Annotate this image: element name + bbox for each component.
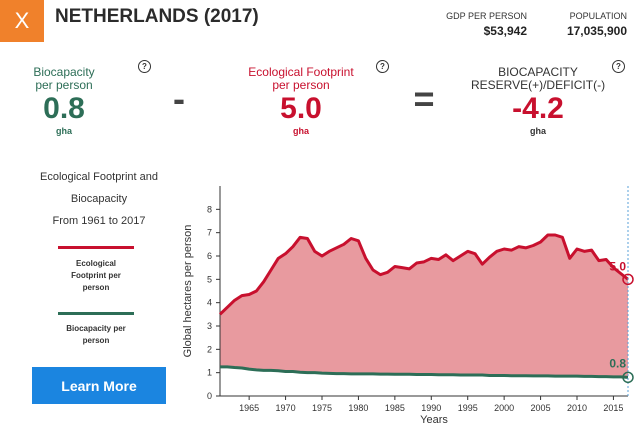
biocapacity-label-line2: per person [35, 78, 93, 92]
legend-biocapacity-line1: Biocapacity per [66, 324, 126, 333]
biocapacity-value: 0.8 [43, 92, 85, 125]
x-tick-label: 2010 [567, 403, 587, 413]
chart-description: Ecological Footprint and Biocapacity Fro… [24, 166, 174, 232]
biocapacity-label-line1: Biocapacity [33, 65, 95, 79]
biocapacity-unit: gha [55, 126, 72, 136]
description-line3: From 1961 to 2017 [52, 215, 146, 227]
legend-biocapacity-label: Biocapacity per person [46, 323, 146, 347]
footprint-metric: Ecological Footprint per person 5.0 gha [236, 65, 366, 137]
footprint-label-line2: per person [272, 78, 330, 92]
description-line1: Ecological Footprint and [39, 171, 158, 183]
learn-more-button[interactable]: Learn More [32, 367, 166, 404]
x-tick-label: 1965 [239, 403, 259, 413]
gdp-value: $53,942 [483, 24, 527, 38]
x-tick-label: 1985 [385, 403, 405, 413]
population-value: 17,035,900 [566, 24, 627, 38]
legend-footprint-swatch [58, 246, 134, 249]
y-tick-label: 3 [207, 321, 212, 331]
close-button[interactable]: X [0, 0, 44, 42]
gdp-label: GDP PER PERSON [446, 11, 527, 21]
reserve-label-line2: RESERVE(+)/DEFICIT(-) [470, 78, 606, 92]
legend-biocapacity-swatch [58, 312, 134, 315]
legend-footprint-line3: person [82, 283, 110, 292]
x-tick-label: 1995 [458, 403, 478, 413]
y-tick-label: 7 [207, 228, 212, 238]
footprint-end-marker [622, 273, 634, 286]
equals-operator: = [413, 78, 435, 119]
y-tick-label: 5 [207, 274, 212, 284]
y-tick-label: 0 [207, 391, 212, 401]
y-axis-label: Global hectares per person [182, 225, 194, 358]
x-tick-label: 1970 [276, 403, 296, 413]
minus-operator: - [173, 78, 185, 119]
biocapacity-metric: Biocapacity per person 0.8 gha [14, 65, 114, 137]
reserve-metric: BIOCAPACITY RESERVE(+)/DEFICIT(-) -4.2 g… [463, 65, 613, 137]
footprint-chart: 0 1 2 3 4 5 6 7 8 1965 1970 1975 1980 1985 1990 1995 200… [176, 180, 638, 430]
description-line2: Biocapacity [70, 193, 128, 205]
reserve-label-line1: BIOCAPACITY [498, 65, 578, 79]
biocapacity-end-label: 0.8 [609, 356, 626, 370]
footprint-help-icon[interactable]: ? [376, 60, 389, 73]
biocapacity-line [220, 365, 629, 379]
y-tick-label: 4 [207, 298, 212, 308]
x-axis-label: Years [420, 414, 448, 426]
footprint-unit: gha [292, 126, 309, 136]
reserve-value: -4.2 [512, 92, 564, 125]
footprint-end-label: 5.0 [609, 259, 626, 273]
legend-footprint-label: Ecological Footprint per person [46, 258, 146, 294]
y-tick-label: 1 [207, 368, 212, 378]
x-tick-label: 1975 [312, 403, 332, 413]
footprint-value: 5.0 [280, 92, 322, 125]
x-tick-label: 2000 [494, 403, 514, 413]
reserve-unit: gha [529, 126, 546, 136]
x-tick-label: 1990 [421, 403, 441, 413]
x-tick-label: 2015 [603, 403, 623, 413]
reserve-help-icon[interactable]: ? [612, 60, 625, 73]
biocapacity-end-marker [622, 371, 634, 384]
footprint-line [218, 233, 629, 316]
population-label: POPULATION [569, 11, 627, 21]
legend-footprint-line1: Ecological [75, 259, 116, 268]
legend-biocapacity-line2: person [82, 336, 110, 345]
page-title: NETHERLANDS (2017) [55, 6, 259, 27]
x-tick-label: 2005 [531, 403, 551, 413]
x-tick-label: 1980 [348, 403, 368, 413]
chart-svg: 0 1 2 3 4 5 6 7 8 1965 1970 1975 1980 1985 1990 1995 200… [182, 186, 634, 426]
footprint-label-line1: Ecological Footprint [248, 65, 354, 79]
deficit-area [220, 235, 628, 378]
y-tick-label: 8 [207, 204, 212, 214]
y-tick-label: 2 [207, 344, 212, 354]
legend-footprint-line2: Footprint per [71, 271, 121, 280]
y-tick-label: 6 [207, 251, 212, 261]
biocapacity-help-icon[interactable]: ? [138, 60, 151, 73]
